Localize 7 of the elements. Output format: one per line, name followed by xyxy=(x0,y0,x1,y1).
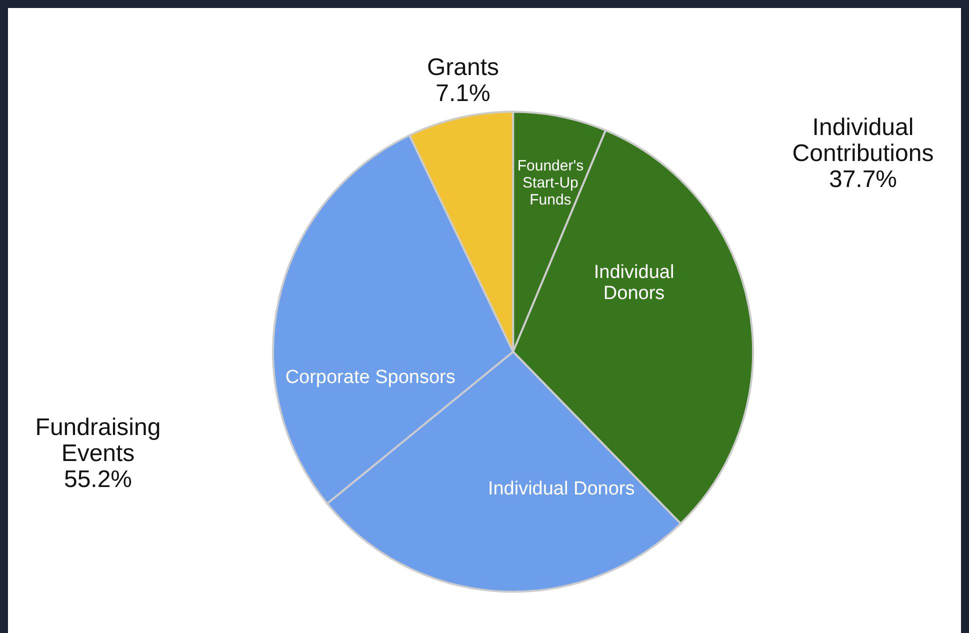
text: Grants 7.1% xyxy=(426,54,500,107)
slice-label: Corporate Sponsors xyxy=(285,367,456,388)
text: Individual Contributions 37.7% xyxy=(792,114,934,193)
slice-label: Individual Donors xyxy=(594,262,674,304)
text: Fundraising Events 55.2% xyxy=(35,414,161,493)
slice-label: Founder's Start-Up Funds xyxy=(517,157,584,208)
slice-label: Individual Donors xyxy=(488,478,635,500)
